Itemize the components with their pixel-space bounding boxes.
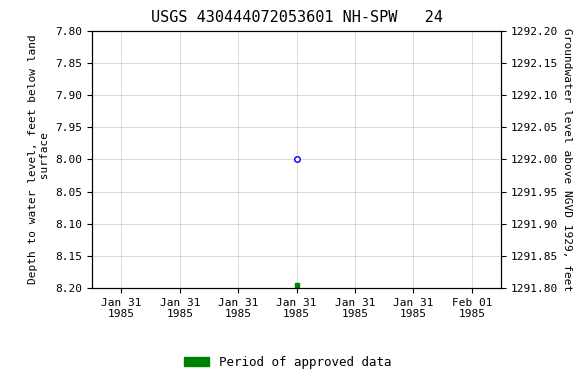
Legend: Period of approved data: Period of approved data [179,351,397,374]
Title: USGS 430444072053601 NH-SPW   24: USGS 430444072053601 NH-SPW 24 [151,10,442,25]
Y-axis label: Depth to water level, feet below land
 surface: Depth to water level, feet below land su… [28,35,50,284]
Y-axis label: Groundwater level above NGVD 1929, feet: Groundwater level above NGVD 1929, feet [562,28,572,291]
